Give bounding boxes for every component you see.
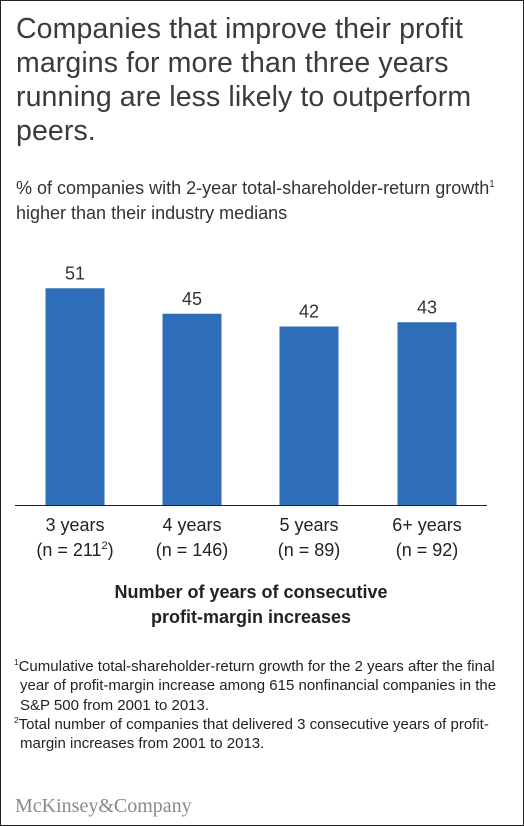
footnote-2-marker: 2 — [14, 715, 19, 725]
chart-subtitle: % of companies with 2-year total-shareho… — [16, 176, 516, 226]
x-tick-sublabel: (n = 89) — [278, 540, 341, 560]
x-axis-title-line2: profit-margin increases — [150, 607, 352, 627]
footnotes: 1Cumulative total-shareholder-return gro… — [14, 657, 514, 753]
bar-group — [45, 288, 457, 505]
x-tick-label: 6+ years — [392, 515, 462, 535]
x-axis-title: Number of years of consecutive profit-ma… — [0, 580, 502, 630]
x-tick-label: 4 years — [162, 515, 221, 535]
subtitle-main: % of companies with 2-year total-shareho… — [16, 178, 490, 198]
bar-value-label: 42 — [299, 302, 319, 322]
footnote-2: 2Total number of companies that delivere… — [14, 715, 514, 754]
x-tick-label: 5 years — [279, 515, 338, 535]
footnote-1-marker: 1 — [14, 658, 19, 667]
x-tick-sublabel: (n = 146) — [156, 540, 229, 560]
footnote-1: 1Cumulative total-shareholder-return gro… — [14, 657, 514, 715]
bar-5-years — [279, 326, 339, 505]
bar-4-years — [162, 313, 222, 505]
subtitle-footnote-marker: 1 — [489, 179, 495, 190]
bar-value-label: 43 — [417, 297, 437, 317]
brand-logo-text: McKinsey&Company — [15, 795, 192, 817]
bar-value-label: 51 — [65, 263, 85, 283]
x-tick-label: 3 years — [45, 515, 104, 535]
x-axis-title-line1: Number of years of consecutive — [114, 582, 388, 602]
x-tick-sublabel: (n = 2112) — [36, 540, 113, 560]
bar-value-label: 45 — [182, 289, 202, 309]
footnote-2-text: Total number of companies that delivered… — [18, 715, 489, 753]
footnote-1-text: Cumulative total-shareholder-return grow… — [18, 658, 497, 714]
bar-3-years — [45, 288, 105, 505]
x-tick-label-group: 3 years (n = 2112) 4 years (n = 146) 5 years… — [36, 515, 461, 560]
bar-chart: 51 45 42 43 3 years (n = 2112) 4 years (n = 14… — [15, 263, 487, 560]
subtitle-rest: higher than their industry medians — [16, 203, 288, 223]
chart-title: Companies that improve their profit marg… — [16, 13, 472, 147]
x-tick-sublabel: (n = 92) — [396, 540, 459, 560]
bar-6-years — [397, 322, 457, 505]
value-label-group: 51 45 42 43 — [65, 263, 437, 321]
